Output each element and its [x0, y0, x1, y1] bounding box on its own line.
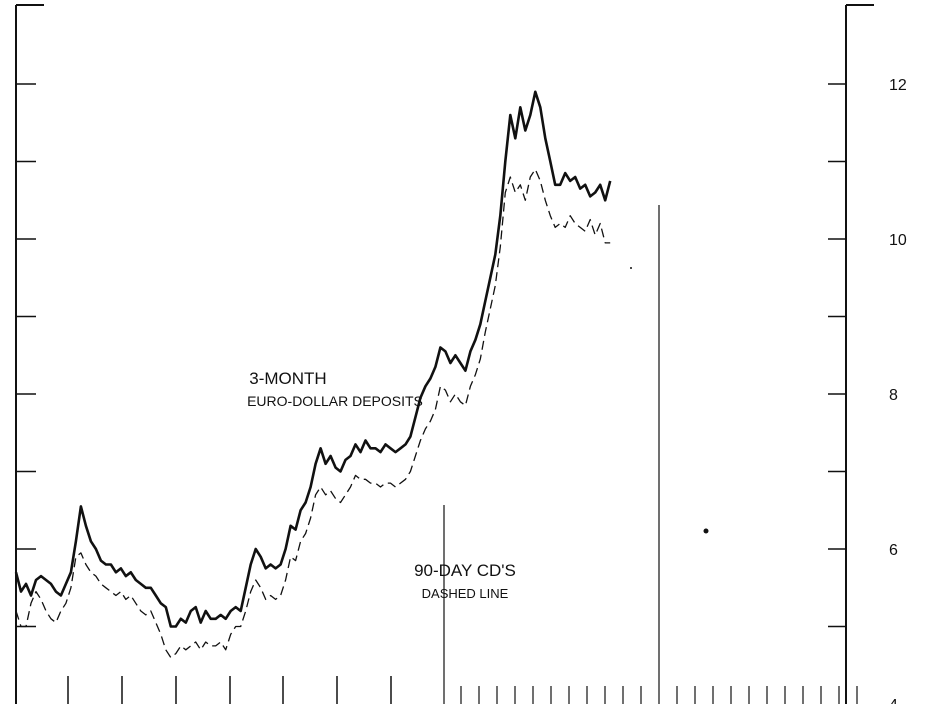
y-tick-label: 8	[889, 387, 898, 404]
annotation-euro-line1: 3-MONTH	[249, 369, 326, 388]
annotation-cd-line1: 90-DAY CD'S	[414, 561, 516, 580]
annotation-cd-line2: DASHED LINE	[422, 586, 509, 601]
y-axis-ticks: 4 6 8 10 12	[16, 77, 907, 704]
x-axis-ticks	[67, 676, 858, 704]
series-line-cd	[15, 168, 611, 659]
stray-dot	[703, 528, 709, 534]
y-tick-label: 4	[889, 697, 898, 704]
y-tick-label: 12	[889, 77, 907, 94]
series-lines	[14, 90, 612, 659]
series-line-euro-dollar	[14, 90, 612, 628]
stray-speck	[630, 267, 632, 269]
y-tick-label: 6	[889, 542, 898, 559]
annotation-euro-line2: EURO-DOLLAR DEPOSITS	[247, 393, 423, 409]
chart-frame	[15, 4, 874, 704]
y-tick-label: 10	[889, 232, 907, 249]
vertical-markers	[443, 205, 660, 704]
